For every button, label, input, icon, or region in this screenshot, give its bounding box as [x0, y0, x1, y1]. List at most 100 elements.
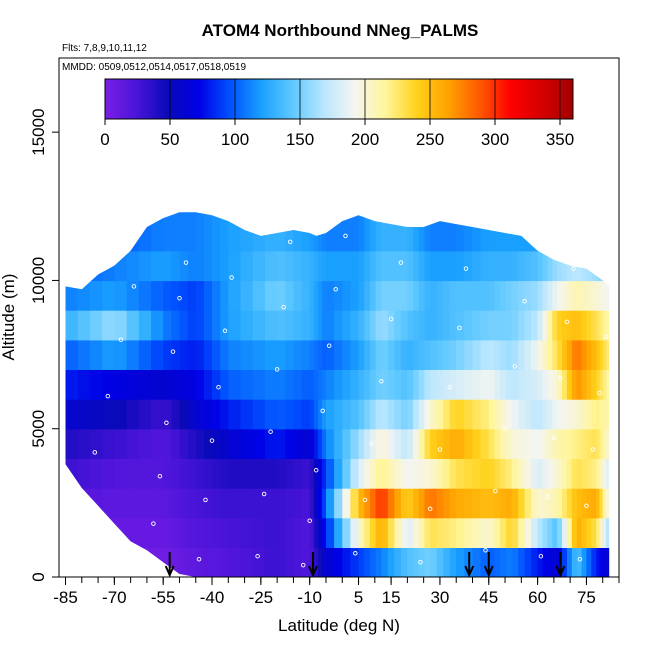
heatmap-cell — [500, 547, 507, 577]
heatmap-cell — [77, 399, 91, 430]
flight-track-point — [493, 488, 498, 494]
heatmap-cell — [228, 339, 242, 370]
heatmap-cell — [456, 369, 465, 400]
heatmap-cell — [591, 339, 597, 370]
heatmap-cell — [407, 488, 414, 519]
heatmap-cell — [151, 458, 164, 489]
heatmap-cell — [494, 547, 501, 577]
heatmap-cell — [240, 212, 254, 252]
heatmap-cell — [547, 547, 553, 577]
flight-track-point — [209, 438, 215, 443]
heatmap-cell — [413, 339, 420, 370]
heatmap-cell — [301, 488, 311, 519]
heatmap-cell — [228, 310, 242, 341]
flight-track-point — [242, 224, 247, 230]
heatmap-cell — [606, 280, 610, 311]
heatmap-cell — [562, 517, 568, 548]
heatmap-cell — [309, 428, 315, 459]
heatmap-cell — [77, 212, 91, 252]
heatmap-cell — [472, 547, 482, 577]
heatmap-cell — [321, 458, 327, 489]
heatmap-cell — [220, 280, 229, 311]
heatmap-cell — [277, 399, 286, 430]
heatmap-cell — [576, 310, 583, 341]
flight-track-point — [222, 328, 228, 334]
heatmap-cell — [342, 488, 351, 519]
heatmap-cell — [566, 339, 573, 370]
heatmap-cell — [220, 369, 229, 400]
heatmap-cell — [449, 310, 457, 341]
heatmap-cell — [400, 399, 408, 430]
flight-track-point — [603, 334, 609, 340]
flight-track-layer — [66, 207, 609, 571]
heatmap-cell — [285, 488, 294, 519]
y-tick-label: 15000 — [29, 108, 48, 155]
heatmap-cell — [511, 488, 519, 519]
flight-track-point — [320, 408, 325, 414]
heatmap-cell — [500, 458, 507, 489]
flight-track-point — [229, 275, 234, 280]
heatmap-cell — [220, 488, 229, 519]
y-axis-label: Altitude (m) — [0, 274, 18, 361]
heatmap-cell — [364, 488, 371, 519]
heatmap-cell — [151, 428, 164, 459]
heatmap-cell — [220, 399, 229, 430]
heatmap-cell — [586, 339, 592, 370]
heatmap-cell — [77, 369, 91, 400]
heatmap-cell — [163, 339, 172, 370]
heatmap-cell — [488, 458, 496, 489]
plot-frame — [58, 57, 620, 578]
flight-track-point — [545, 494, 550, 500]
heatmap-cell — [413, 547, 420, 577]
heatmap-cell — [418, 458, 426, 489]
heatmap-cell — [586, 458, 592, 489]
heatmap-cell — [472, 280, 482, 311]
heatmap-cell — [387, 339, 395, 370]
heatmap-cell — [317, 250, 323, 282]
heatmap-cell — [358, 250, 365, 282]
heatmap-cell — [387, 250, 395, 282]
heatmap-cell — [571, 399, 578, 430]
heatmap-cell — [505, 212, 513, 252]
heatmap-cell — [518, 428, 526, 459]
heatmap-cell — [358, 310, 365, 341]
heatmap-cell — [240, 517, 254, 548]
heatmap-cell — [317, 399, 323, 430]
heatmap-cell — [293, 369, 303, 400]
heatmap-cell — [195, 310, 205, 341]
heatmap-cell — [542, 517, 548, 548]
heatmap-cell — [518, 517, 526, 548]
heatmap-cell — [599, 399, 604, 430]
heatmap-cell — [472, 488, 482, 519]
heatmap-cell — [179, 212, 189, 252]
heatmap-cell — [326, 280, 335, 311]
heatmap-cell — [488, 212, 496, 252]
heatmap-cell — [547, 212, 553, 252]
heatmap-cell — [424, 339, 431, 370]
heatmap-cell — [126, 547, 140, 577]
heatmap-cell — [430, 399, 438, 430]
heatmap-cell — [326, 399, 335, 430]
flight-track-point — [571, 266, 576, 271]
heatmap-cell — [436, 488, 444, 519]
flight-track-point — [398, 260, 404, 265]
heatmap-cell — [350, 339, 360, 370]
heatmap-cell — [424, 212, 431, 252]
heatmap-cell — [334, 250, 343, 282]
heatmap-cell — [537, 280, 544, 311]
heatmap-cell — [606, 488, 610, 519]
heatmap-cell — [436, 280, 444, 311]
heatmap-cell — [480, 339, 490, 370]
heatmap-cell — [350, 212, 360, 252]
heatmap-cell — [264, 547, 278, 577]
heatmap-cell — [430, 517, 438, 548]
heatmap-cell — [591, 458, 597, 489]
heatmap-cell — [228, 369, 242, 400]
heatmap-cell — [102, 369, 115, 400]
heatmap-cell — [413, 369, 420, 400]
heatmap-cell — [334, 339, 343, 370]
heatmap-cell — [511, 339, 519, 370]
heatmap-cell — [326, 310, 335, 341]
heatmap-cell — [387, 428, 395, 459]
heatmap-cell — [456, 458, 465, 489]
